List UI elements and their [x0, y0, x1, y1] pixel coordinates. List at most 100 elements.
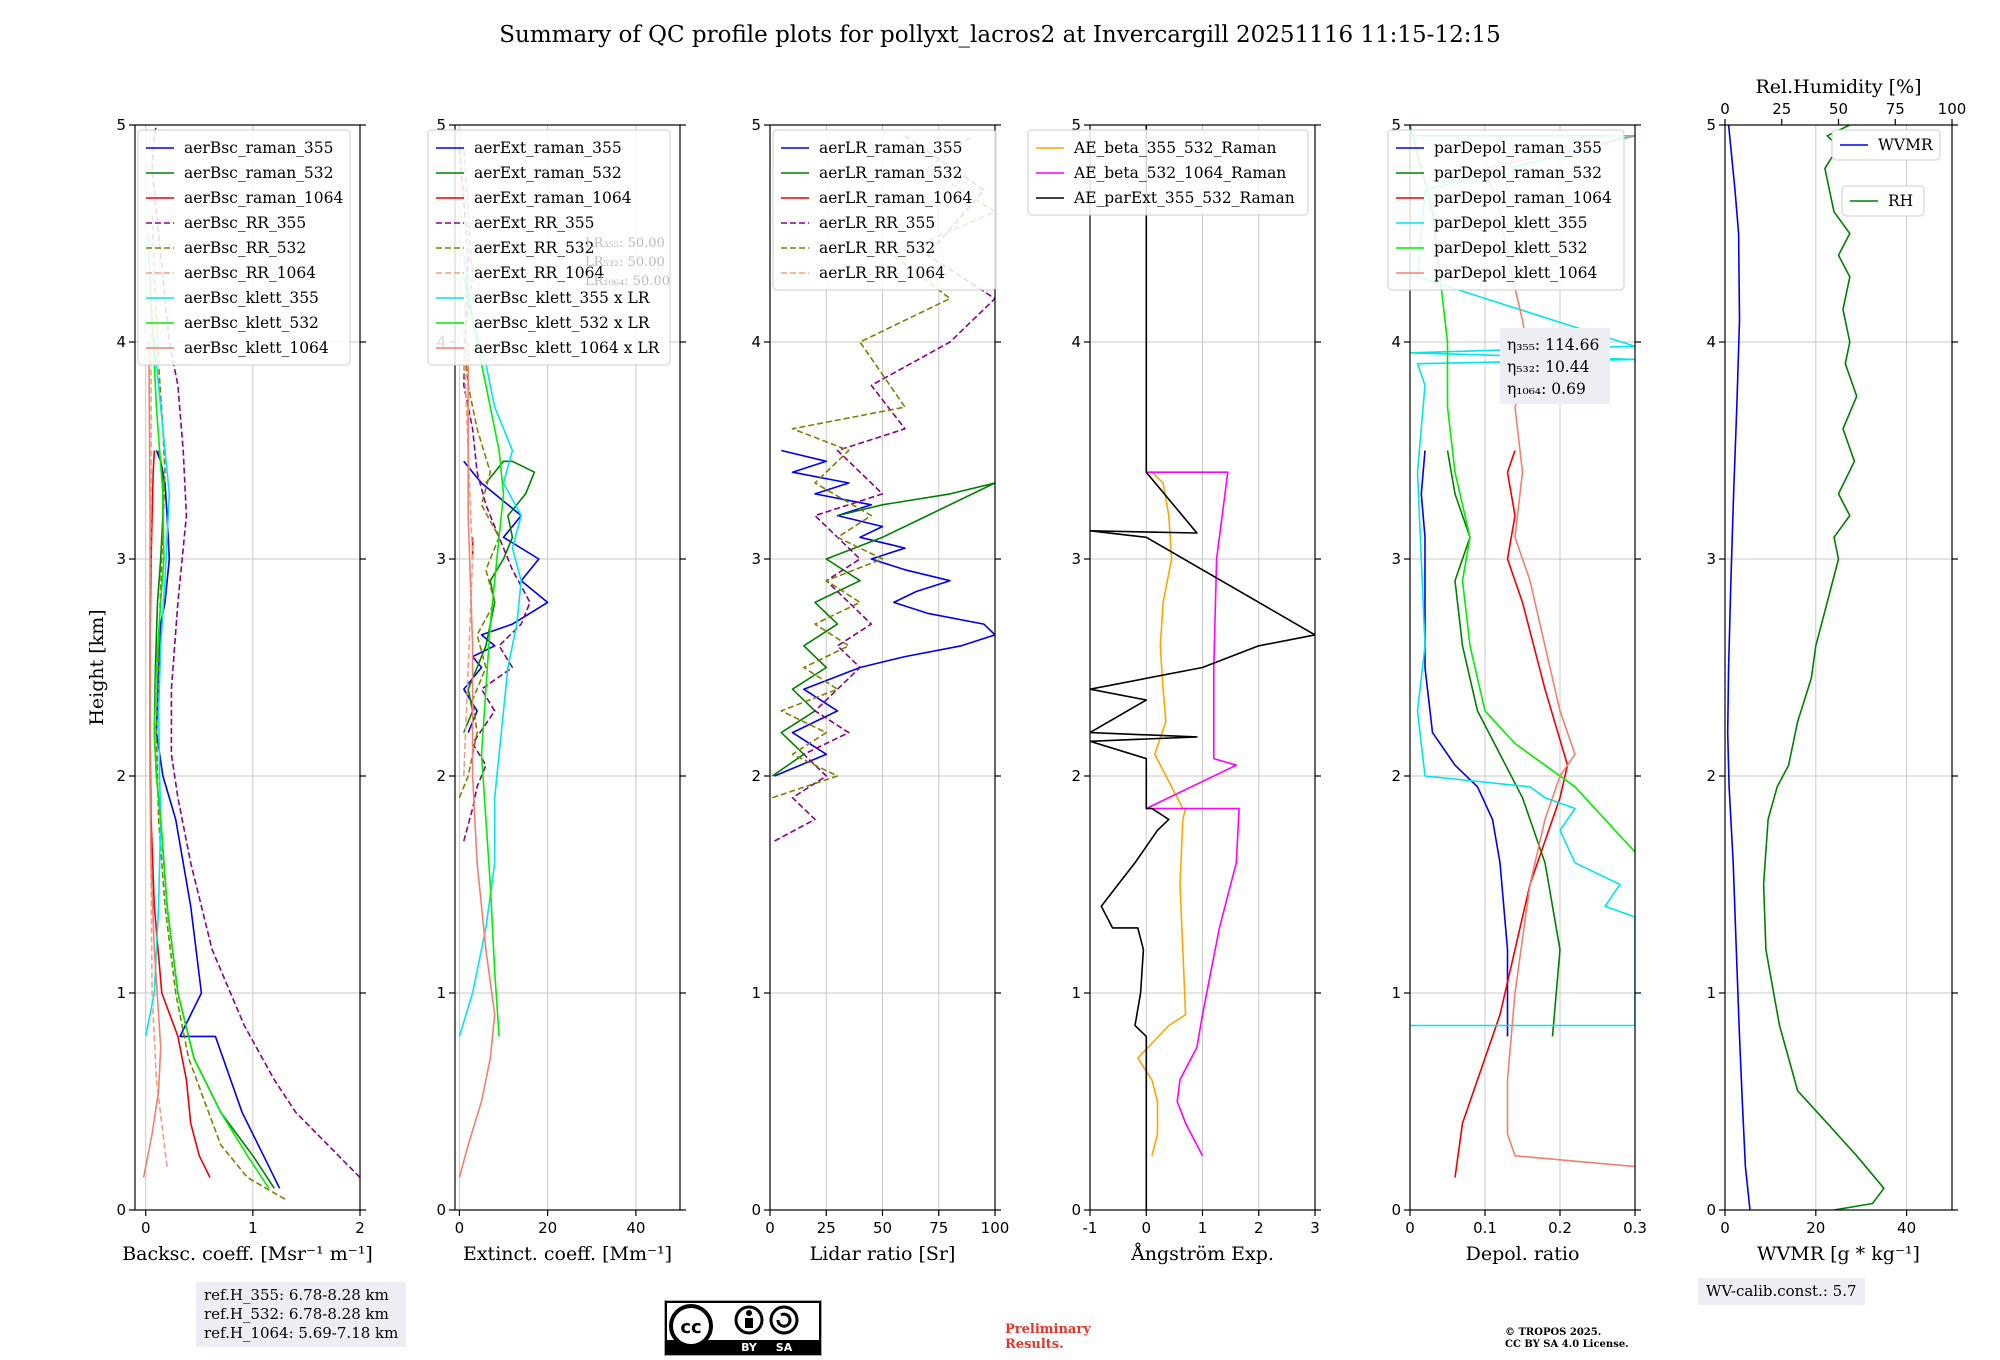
legend-box	[1387, 129, 1625, 291]
legend: parDepol_raman_355 parDepol_raman_532 parD…	[1387, 129, 1625, 291]
legend-entry: aerExt_RR_1064	[474, 264, 605, 282]
x-tick-label: 0	[1720, 1219, 1730, 1237]
legend-entry: aerLR_RR_532	[819, 239, 935, 257]
y-tick-label: 2	[116, 767, 126, 785]
x-top-axis-label: Rel.Humidity [%]	[1755, 76, 1921, 98]
eta-box-bg	[1500, 328, 1610, 404]
legend: aerLR_raman_355 aerLR_raman_532 aerLR_rama…	[772, 129, 997, 291]
x-top-tick-label: 50	[1829, 100, 1848, 118]
svg-text:cc: cc	[680, 1317, 701, 1338]
y-tick-label: 2	[436, 767, 446, 785]
x-tick-label: 40	[626, 1219, 645, 1237]
legend-box	[1027, 129, 1309, 216]
x-tick-label: 25	[817, 1219, 836, 1237]
legend-wvmr: WVMR	[1831, 129, 1941, 161]
wv-calibration-box: WV-calib.const.: 5.7	[1698, 1278, 1865, 1305]
x-tick-label: 3	[1310, 1219, 1320, 1237]
y-tick-label: 3	[751, 550, 761, 568]
copyright-line-1: © TROPOS 2025.	[1505, 1327, 1602, 1338]
series-line-aerbsc-klett-532-x-lr	[463, 276, 505, 1037]
series-group	[1090, 125, 1315, 1210]
legend-entry: aerBsc_klett_355 x LR	[474, 289, 651, 307]
legend-entry: aerExt_raman_532	[474, 164, 622, 182]
y-tick-label: 5	[1706, 116, 1716, 134]
series-line-aerbsc-raman-1064	[149, 450, 211, 1178]
copyright-line-2: CC BY SA 4.0 License.	[1505, 1339, 1629, 1350]
y-tick-label: 5	[1071, 116, 1081, 134]
x-tick-label: 0	[1405, 1219, 1415, 1237]
x-tick-label: 0	[455, 1219, 465, 1237]
eta-value: η₃₅₅: 114.66	[1507, 336, 1599, 354]
y-tick-label: 4	[751, 333, 761, 351]
y-tick-label: 0	[1071, 1201, 1081, 1219]
y-tick-label: 4	[1071, 333, 1081, 351]
y-tick-label: 0	[116, 1201, 126, 1219]
x-tick-label: 40	[1897, 1219, 1916, 1237]
y-tick-label: 1	[751, 984, 761, 1002]
panel-depol: 0 1 2 3 4 5 0 0.1 0.2 0.3 Depol. ratio parDepol_ram…	[1387, 116, 1647, 1265]
legend-entry: aerBsc_klett_532 x LR	[474, 314, 651, 332]
series-line-aerext-raman-532	[463, 460, 536, 733]
y-tick-label: 0	[436, 1201, 446, 1219]
x-axis-label: Lidar ratio [Sr]	[810, 1243, 956, 1265]
legend-entry: aerBsc_RR_1064	[184, 264, 316, 282]
copyright-note: © TROPOS 2025. CC BY SA 4.0 License.	[1505, 1327, 1629, 1351]
x-tick-label: 1	[248, 1219, 258, 1237]
y-tick-label: 4	[116, 333, 126, 351]
preliminary-line-2: Results.	[1005, 1337, 1064, 1352]
y-tick-label: 3	[116, 550, 126, 568]
series-line-aerext-raman-355	[462, 460, 549, 733]
legend-entry: aerExt_raman_355	[474, 139, 622, 157]
y-tick-label: 0	[1391, 1201, 1401, 1219]
series-line-aerbsc-raman-532	[153, 450, 275, 1189]
eta-value: η₁₀₆₄: 0.69	[1507, 380, 1586, 398]
legend-box	[1841, 185, 1925, 217]
legend-entry: parDepol_raman_1064	[1434, 189, 1612, 207]
y-tick-label: 2	[1706, 767, 1716, 785]
x-tick-label: 0.1	[1473, 1219, 1497, 1237]
legend-entry: aerLR_RR_1064	[819, 264, 945, 282]
y-tick-label: 2	[1391, 767, 1401, 785]
legend-entry: aerBsc_klett_1064 x LR	[474, 339, 661, 357]
lr-annotation: LR₃₅₅: 50.00	[585, 236, 665, 251]
series-line-pardepol-raman-1064	[1454, 450, 1569, 1178]
x-tick-label: 0	[141, 1219, 151, 1237]
y-tick-label: 2	[751, 767, 761, 785]
y-tick-label: 1	[116, 984, 126, 1002]
series-group	[771, 135, 995, 842]
legend-box	[1831, 129, 1941, 161]
x-axis-label: WVMR [g * kg⁻¹]	[1757, 1243, 1920, 1265]
x-tick-label: -1	[1083, 1219, 1098, 1237]
legend-entry: aerBsc_raman_1064	[184, 189, 344, 207]
x-tick-label: 2	[355, 1219, 365, 1237]
series-line-pardepol-klett-532	[1410, 125, 1635, 853]
series-line-aerlr-rr-532	[772, 135, 995, 799]
panel-backscatter: 0 1 2 3 4 5 0 1 2 Backsc. coeff. [Msr⁻¹ m⁻¹] Heigh…	[86, 116, 373, 1265]
reference-height-box: ref.H_355: 6.78-8.28 km ref.H_532: 6.78-…	[196, 1282, 407, 1347]
x-axis-label: Extinct. coeff. [Mm⁻¹]	[463, 1243, 672, 1265]
lr-annotation: LR₁₀₆₄: 50.00	[585, 274, 670, 289]
x-top-tick-label: 25	[1772, 100, 1791, 118]
y-axis-label: Height [km]	[86, 609, 108, 725]
series-line-aerbsc-rr-532	[151, 211, 286, 1200]
cc-sa-label: SA	[776, 1341, 793, 1354]
legend-entry: WVMR	[1878, 136, 1934, 154]
legend-entry: parDepol_raman_355	[1434, 139, 1602, 157]
legend-entry: AE_beta_355_532_Raman	[1073, 139, 1276, 157]
x-top-tick-label: 0	[1720, 100, 1730, 118]
series-line-aerbsc-klett-532	[149, 276, 270, 1189]
x-tick-label: 0.3	[1623, 1219, 1647, 1237]
axes-frame	[1409, 124, 1636, 1211]
y-tick-label: 3	[436, 550, 446, 568]
legend-box	[427, 129, 671, 366]
legend-entry: aerLR_raman_355	[819, 139, 962, 157]
y-tick-label: 5	[436, 116, 446, 134]
legend-entry: parDepol_klett_532	[1434, 239, 1587, 257]
figure-title: Summary of QC profile plots for pollyxt_…	[499, 22, 1501, 48]
x-tick-label: 20	[538, 1219, 557, 1237]
x-tick-label: 75	[929, 1219, 948, 1237]
eta-value: η₅₃₂: 10.44	[1507, 358, 1590, 376]
